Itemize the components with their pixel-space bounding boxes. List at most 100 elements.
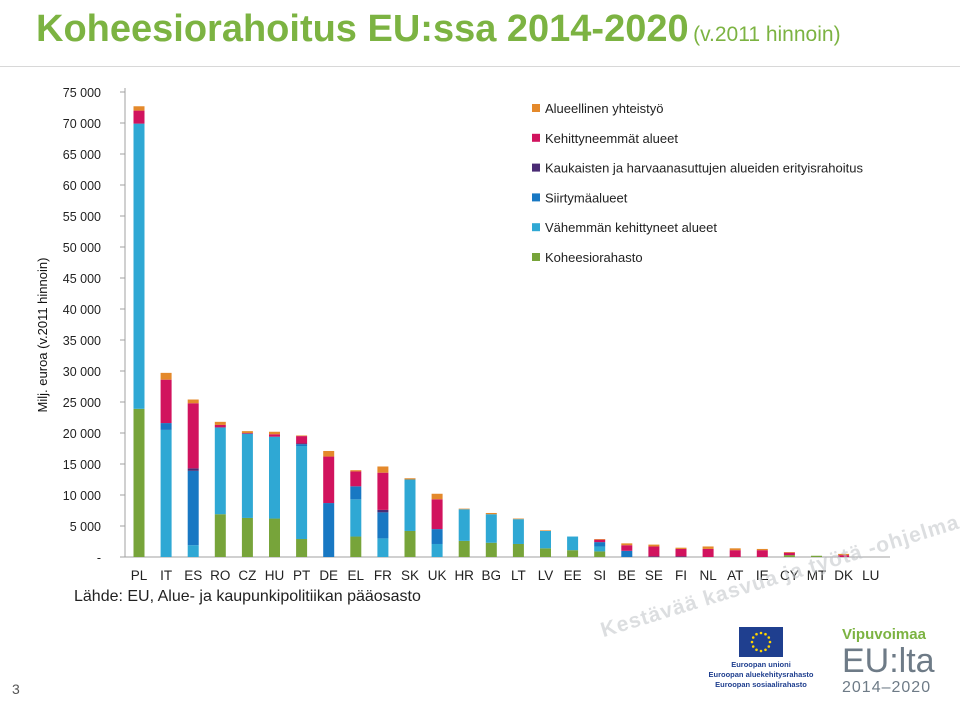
- x-tick-label: EE: [564, 568, 582, 583]
- x-tick-label: PT: [293, 568, 310, 583]
- x-tick-label: RO: [210, 568, 230, 583]
- y-tick-label: 60 000: [63, 179, 101, 193]
- bar-segment: [540, 548, 551, 557]
- y-tick-label: 5 000: [70, 520, 101, 534]
- bar-segment: [540, 530, 551, 549]
- eu-flag-icon: [739, 627, 783, 657]
- x-tick-label: BE: [618, 568, 636, 583]
- bar-segment: [241, 433, 253, 518]
- x-tick-label: CY: [780, 568, 799, 583]
- page-number: 3: [12, 681, 20, 697]
- program-logo-years: 2014–2020: [842, 679, 932, 696]
- bar-segment: [160, 423, 172, 430]
- bar-segment: [269, 436, 280, 519]
- bar-segment: [350, 536, 362, 557]
- eu-logo: Euroopan unioni Euroopan aluekehitysraha…: [705, 627, 817, 690]
- bar-segment: [404, 479, 416, 531]
- title-divider: [0, 66, 960, 67]
- eu-logo-line-1: Euroopan unioni: [731, 660, 791, 669]
- bar-segment: [594, 546, 606, 552]
- bar-segment: [269, 434, 280, 437]
- bar-segment: [675, 556, 687, 557]
- bar-segment: [756, 548, 768, 551]
- bar-segment: [296, 435, 308, 437]
- bar-segment: [214, 424, 226, 428]
- bar-segment: [187, 470, 199, 546]
- bar-segment: [675, 548, 687, 557]
- x-tick-label: EL: [348, 568, 365, 583]
- bar-segment: [675, 547, 687, 549]
- bar-segment: [729, 548, 741, 551]
- bar-segment: [187, 468, 199, 471]
- bar-segment: [187, 545, 199, 557]
- bar-segment: [783, 552, 795, 553]
- y-tick-label: 50 000: [63, 241, 101, 255]
- bar-segment: [377, 472, 389, 510]
- bar-segment: [458, 508, 470, 510]
- program-logo-title: Vipuvoimaa: [842, 626, 926, 643]
- bar-segment: [350, 471, 362, 487]
- legend-swatch: [532, 253, 540, 261]
- legend-label: Vähemmän kehittyneet alueet: [545, 220, 717, 235]
- bar-segment: [648, 546, 660, 557]
- bar-segment: [458, 540, 470, 557]
- x-tick-label: DE: [319, 568, 338, 583]
- y-tick-label: 75 000: [63, 86, 101, 100]
- bar-segment: [133, 408, 145, 557]
- legend-label: Kehittyneemmät alueet: [545, 131, 678, 146]
- stacked-bar-chart: - 5 000 10 000 15 000 20 000 25 000 30 000 35 0…: [35, 86, 890, 583]
- bar-segment: [783, 555, 795, 557]
- program-logo-name: EU:lta: [842, 642, 935, 680]
- x-tick-label: PL: [131, 568, 148, 583]
- bar-segment: [594, 539, 606, 543]
- bar-segment: [404, 530, 416, 557]
- bar-segment: [377, 466, 389, 473]
- bar-segment: [269, 518, 280, 557]
- x-tick-label: FR: [374, 568, 392, 583]
- bar-segment: [431, 499, 443, 530]
- y-tick-label: 30 000: [63, 365, 101, 379]
- bar-segment: [323, 456, 335, 504]
- bar-segment: [296, 444, 308, 447]
- bar-segment: [702, 546, 714, 549]
- bar-segment: [160, 379, 172, 424]
- bar-segment: [838, 553, 850, 556]
- bar-segment: [567, 536, 579, 551]
- bar-segment: [323, 503, 335, 557]
- legend-swatch: [532, 104, 540, 112]
- title-subtitle: (v.2011 hinnoin): [693, 23, 841, 46]
- bar-segment: [350, 470, 362, 472]
- bar-segment: [160, 429, 172, 557]
- bar-segment: [377, 538, 389, 557]
- y-tick-label: 55 000: [63, 210, 101, 224]
- bar-segment: [214, 421, 226, 425]
- x-tick-label: SI: [593, 568, 606, 583]
- bar-segment: [431, 529, 443, 544]
- bar-segment: [160, 372, 172, 380]
- bar-segment: [512, 518, 524, 520]
- eu-logo-line-3: Euroopan sosiaalirahasto: [715, 680, 807, 689]
- legend-swatch: [532, 163, 540, 172]
- y-tick-label: 40 000: [63, 303, 101, 317]
- bar-segment: [621, 545, 633, 551]
- legend-swatch: [532, 193, 540, 202]
- bar-segment: [269, 431, 280, 435]
- legend-label: Kaukaisten ja harvaanasuttujen alueiden …: [545, 161, 863, 176]
- bar-segment: [323, 450, 335, 457]
- x-tick-label: IE: [756, 568, 769, 583]
- y-axis-label: Milj. euroa (v.2011 hinnoin): [35, 258, 50, 413]
- bar-segment: [241, 517, 253, 557]
- legend-label: Siirtymäalueet: [545, 190, 628, 205]
- bar-segment: [594, 542, 606, 547]
- bar-segment: [512, 543, 524, 557]
- bar-segment: [377, 509, 389, 513]
- legend-label: Alueellinen yhteistyö: [545, 101, 664, 116]
- y-tick-label: 70 000: [63, 117, 101, 131]
- x-tick-label: UK: [428, 568, 447, 583]
- x-tick-label: LV: [538, 568, 554, 583]
- bar-segment: [756, 550, 768, 557]
- bar-segment: [187, 399, 199, 404]
- bar-segment: [296, 446, 308, 540]
- bar-segment: [485, 514, 497, 543]
- bar-segment: [648, 556, 660, 557]
